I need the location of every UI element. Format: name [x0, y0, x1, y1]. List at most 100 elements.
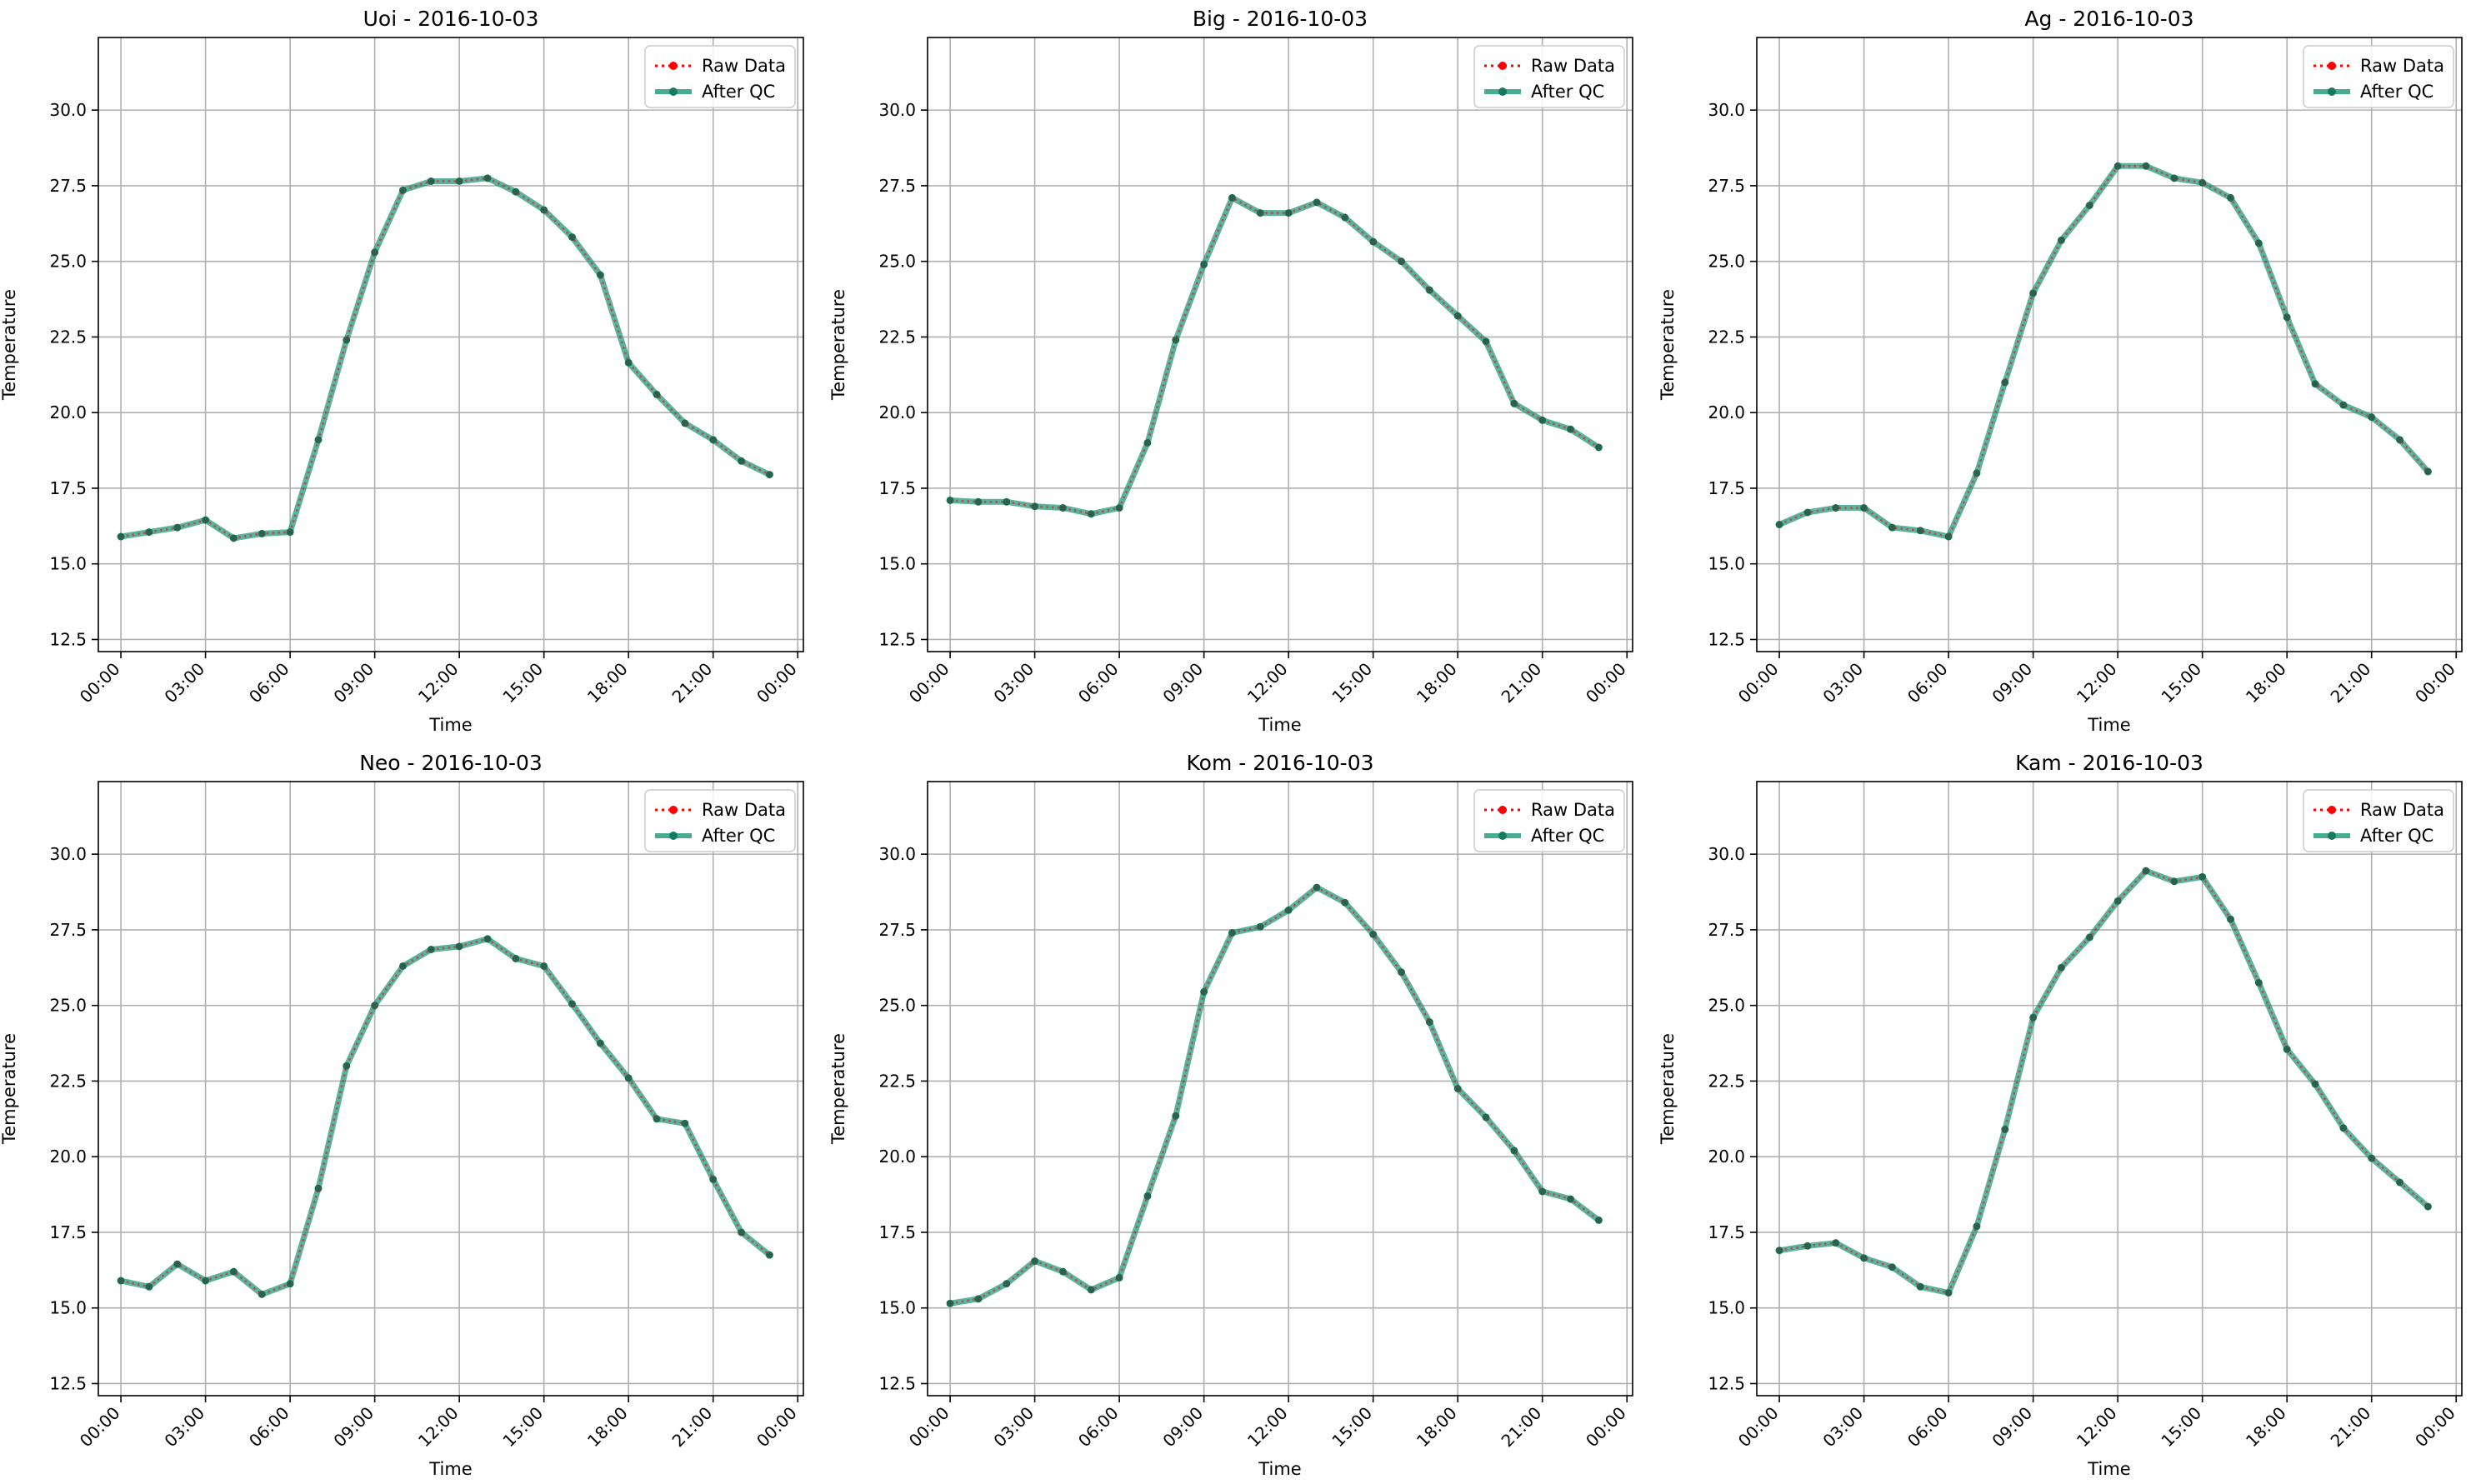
point-raw-data [2312, 380, 2318, 387]
x-tick-label: 00:00 [905, 1403, 953, 1452]
point-raw-data [2312, 1081, 2318, 1087]
point-raw-data [2143, 162, 2149, 170]
point-raw-data [1398, 968, 1405, 976]
point-raw-data [2396, 437, 2403, 443]
point-raw-data [1804, 509, 1811, 516]
point-raw-data [1116, 504, 1123, 512]
y-tick-label: 30.0 [49, 100, 87, 120]
point-raw-data [947, 1300, 953, 1307]
y-tick-label: 30.0 [1708, 844, 1745, 864]
y-tick-label: 27.5 [49, 920, 87, 940]
point-raw-data [2029, 1014, 2037, 1021]
point-raw-data [1832, 1239, 1839, 1247]
y-tick-label: 25.0 [878, 252, 916, 272]
point-raw-data [1945, 533, 1952, 540]
point-raw-data [202, 517, 209, 523]
legend-label-after-qc: After QC [702, 82, 775, 102]
point-raw-data [146, 1283, 153, 1291]
point-raw-data [1776, 521, 1783, 528]
point-raw-data [1567, 426, 1574, 432]
y-tick-label: 15.0 [49, 1298, 87, 1318]
point-raw-data [2114, 897, 2121, 905]
point-raw-data [1088, 511, 1095, 517]
point-raw-data [975, 1296, 982, 1302]
legend-label-after-qc: After QC [1531, 826, 1604, 846]
x-tick-label: 06:00 [245, 659, 293, 707]
point-raw-data [1228, 194, 1236, 202]
x-tick-label: 06:00 [1074, 1403, 1123, 1452]
point-raw-data [766, 471, 773, 478]
point-raw-data [1595, 444, 1603, 451]
chart-title: Neo - 2016-10-03 [359, 751, 543, 775]
point-raw-data [173, 1261, 181, 1267]
chart-title: Kam - 2016-10-03 [2015, 751, 2203, 775]
y-tick-label: 12.5 [49, 1373, 87, 1393]
legend-label-after-qc: After QC [702, 826, 775, 846]
point-raw-data [258, 530, 266, 537]
point-raw-data [540, 962, 548, 970]
point-raw-data [2340, 402, 2347, 408]
legend-marker-after-qc [2328, 832, 2336, 840]
point-raw-data [2198, 873, 2206, 881]
x-axis-label: Time [2087, 715, 2130, 735]
axes-frame [927, 781, 1633, 1397]
axes-frame [98, 37, 804, 652]
x-tick-label: 09:00 [1158, 1403, 1207, 1452]
point-raw-data [513, 955, 519, 962]
x-tick-label: 21:00 [2327, 1403, 2375, 1452]
y-axis-label: Temperature [828, 289, 848, 401]
point-raw-data [1917, 527, 1924, 534]
point-raw-data [2283, 1046, 2290, 1053]
x-tick-label: 18:00 [2242, 659, 2290, 707]
plot-area [98, 782, 803, 1396]
point-raw-data [1313, 884, 1320, 891]
legend-marker-after-qc [1498, 87, 1507, 96]
y-axis-label: Temperature [0, 1033, 19, 1145]
point-raw-data [118, 1277, 124, 1284]
point-raw-data [1369, 931, 1377, 938]
point-raw-data [2171, 175, 2178, 182]
x-tick-label: 12:00 [1243, 659, 1292, 707]
legend-label-raw-data: Raw Data [702, 56, 786, 76]
point-raw-data [513, 188, 519, 195]
legend-marker-after-qc [669, 832, 678, 840]
point-raw-data [118, 533, 124, 540]
point-raw-data [2424, 468, 2432, 475]
y-tick-label: 20.0 [1708, 1147, 1745, 1167]
point-raw-data [597, 272, 604, 278]
plot-area [1757, 782, 2462, 1396]
y-tick-label: 12.5 [1708, 629, 1745, 649]
y-axis-label: Temperature [1658, 1033, 1678, 1145]
y-tick-label: 22.5 [878, 327, 916, 347]
series-line-raw-data [950, 196, 1600, 516]
point-raw-data [709, 437, 717, 443]
y-tick-label: 22.5 [1708, 327, 1745, 347]
y-axis-label: Temperature [0, 289, 19, 401]
x-tick-label: 15:00 [498, 1403, 547, 1452]
point-raw-data [1116, 1274, 1123, 1282]
point-raw-data [1804, 1242, 1811, 1250]
series-line-raw-data [1778, 869, 2429, 1295]
x-tick-label: 21:00 [1498, 1403, 1546, 1452]
point-raw-data [1860, 1255, 1868, 1262]
legend-label-after-qc: After QC [1531, 82, 1604, 102]
x-tick-label: 18:00 [583, 659, 632, 707]
y-tick-label: 22.5 [1708, 1071, 1745, 1091]
x-tick-label: 09:00 [1158, 659, 1207, 707]
y-tick-label: 15.0 [878, 554, 916, 574]
x-tick-label: 15:00 [2157, 1403, 2205, 1452]
point-raw-data [568, 1001, 576, 1007]
point-raw-data [653, 391, 660, 398]
y-tick-label: 30.0 [878, 100, 916, 120]
point-raw-data [625, 359, 632, 367]
y-tick-label: 22.5 [49, 1071, 87, 1091]
point-raw-data [1088, 1287, 1095, 1293]
point-raw-data [1342, 214, 1348, 221]
point-raw-data [2029, 289, 2037, 297]
point-raw-data [2086, 202, 2093, 209]
point-raw-data [1595, 1217, 1603, 1224]
point-raw-data [1511, 1147, 1518, 1154]
y-tick-label: 25.0 [49, 252, 87, 272]
point-raw-data [2171, 878, 2178, 885]
point-raw-data [1369, 238, 1377, 245]
